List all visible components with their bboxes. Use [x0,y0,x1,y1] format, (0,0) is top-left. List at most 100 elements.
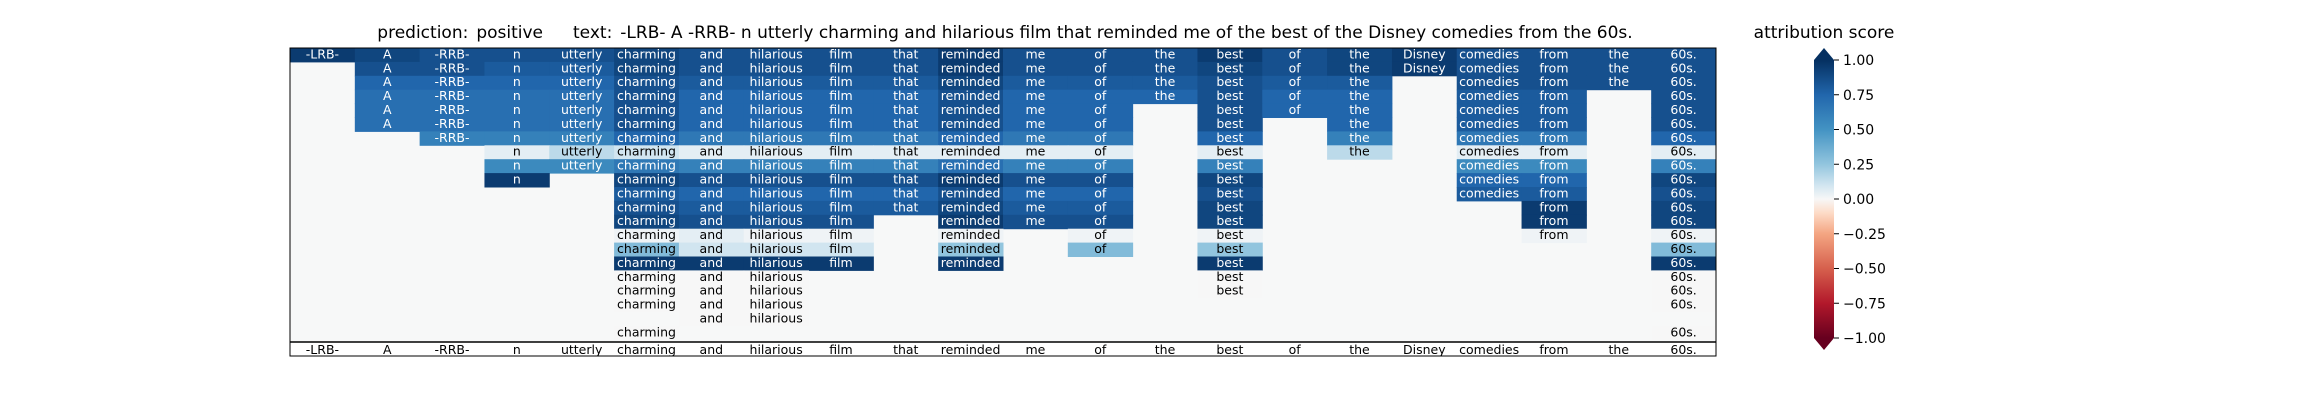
heatmap-cell [938,89,1004,105]
cell-token: comedies [1459,185,1519,200]
cell-token: 60s. [1670,144,1696,159]
heatmap-cell [938,61,1004,77]
heatmap-cell [1651,187,1717,202]
heatmap-cell [1456,173,1523,188]
heatmap-cell [1003,159,1069,174]
heatmap-cell [549,89,615,105]
heatmap-cell [484,117,550,132]
heatmap-cell [1132,61,1198,77]
cell-token: hilarious [750,102,803,117]
cell-token: reminded [941,116,1001,131]
cell-token: hilarious [750,158,803,173]
heatmap-cell [1003,131,1069,146]
colorbar-title: attribution score [1754,23,1895,43]
heatmap-cell [484,48,550,63]
cell-token: hilarious [750,88,803,103]
x-tick-label: the [1609,342,1630,357]
heatmap-cell [938,228,1004,244]
cell-token: of [1094,213,1107,228]
cell-token: film [829,241,853,256]
cell-token: charming [617,269,676,284]
cell-token: n [513,116,521,131]
heatmap-cell [1651,117,1717,132]
heatmap-cell [614,256,680,271]
heatmap-cell [938,159,1004,174]
cell-token: 60s. [1670,88,1696,103]
cell-token: 60s. [1670,255,1696,270]
heatmap-cell [290,48,356,63]
heatmap-cell [1651,326,1717,341]
x-tick-label: Disney [1403,342,1446,357]
cell-token: 60s. [1670,213,1696,228]
cell-token: and [700,172,724,187]
heatmap-cell [484,75,550,91]
cell-token: hilarious [750,269,803,284]
heatmap-cell [1067,89,1134,105]
cell-token: charming [617,158,676,173]
colorbar-tick-label: 0.00 [1843,192,1874,208]
cell-token: me [1025,144,1045,159]
cell-token: reminded [941,60,1001,75]
heatmap-cell [354,103,421,118]
cell-token: me [1025,213,1045,228]
cell-token: charming [617,297,676,312]
cell-token: of [1094,102,1107,117]
cell-token: reminded [941,102,1001,117]
cell-token: me [1025,46,1045,61]
cell-token: best [1216,269,1243,284]
cell-token: charming [617,60,676,75]
cell-token: reminded [941,88,1001,103]
heatmap-cell [808,145,874,160]
x-tick-label: -RRB- [435,342,470,357]
cell-token: n [513,60,521,75]
heatmap-cell [873,117,939,132]
heatmap-cell [354,89,421,105]
heatmap-cell [808,214,874,230]
heatmap-cell [1067,214,1134,230]
x-tick-label: and [700,342,724,357]
heatmap-cell [743,256,810,271]
cell-token: reminded [941,185,1001,200]
cell-token: utterly [561,74,603,89]
heatmap-cell [743,131,810,146]
cell-token: -RRB- [435,60,470,75]
x-tick-label: utterly [561,342,603,357]
heatmap-cell [808,89,874,105]
cell-token: A [383,60,392,75]
cell-token: and [700,241,724,256]
cell-token: from [1539,102,1568,117]
colorbar-bar [1814,60,1834,338]
heatmap-cell [678,312,745,327]
heatmap-cell [678,242,745,257]
cell-token: 60s. [1670,227,1696,242]
cell-token: best [1216,255,1243,270]
cell-token: -RRB- [435,46,470,61]
heatmap-cell [614,214,680,230]
heatmap-cell [1521,61,1587,77]
cell-token: charming [617,227,676,242]
heatmap-cell [938,242,1004,257]
cell-token: best [1216,172,1243,187]
prediction-value: positive [476,23,543,43]
cell-token: me [1025,172,1045,187]
cell-token: best [1216,283,1243,298]
cell-token: reminded [941,213,1001,228]
heatmap-cell [1067,228,1134,244]
cell-token: and [700,88,724,103]
heatmap-cell [678,173,745,188]
cell-token: best [1216,199,1243,214]
heatmap-cell [938,48,1004,63]
cell-token: and [700,60,724,75]
cell-token: reminded [941,130,1001,145]
heatmap-cell [484,89,550,105]
heatmap-cell [743,173,810,188]
heatmap-cell [808,200,874,216]
heatmap-cell [1003,117,1069,132]
cell-token: best [1216,74,1243,89]
heatmap-cell [484,145,550,160]
cell-token: charming [617,116,676,131]
heatmap-cell [1003,48,1069,63]
cell-token: the [1349,60,1370,75]
heatmap-cell [873,75,939,91]
heatmap-frame [289,47,1717,357]
